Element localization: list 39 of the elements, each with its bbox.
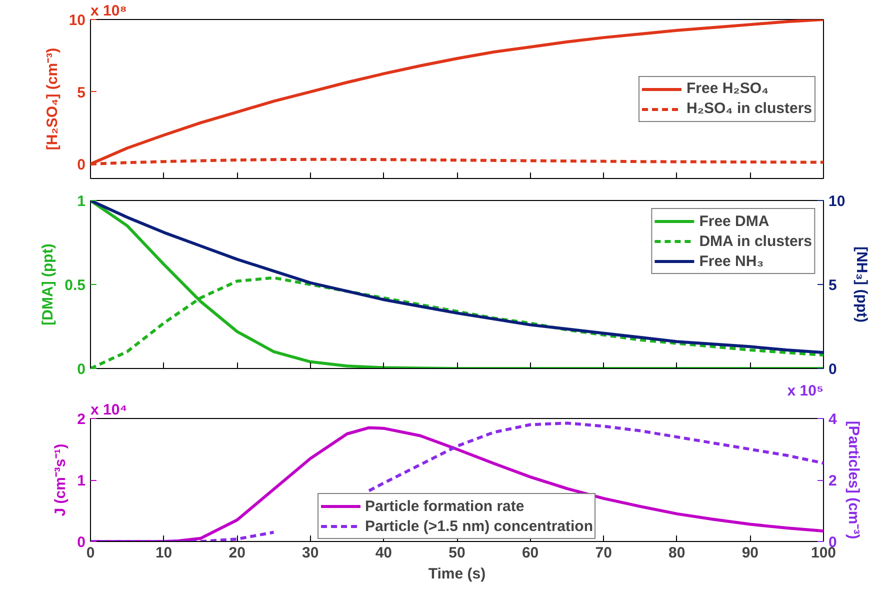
legend-label: H₂SO₄ in clusters [686,100,812,117]
y-axis-title: [H₂SO₄] (cm⁻³) [44,48,61,150]
x-tick-label: 70 [595,544,612,562]
x-tick-label: 60 [522,544,539,562]
y2-tick-label: 0 [828,361,837,378]
y-tick-label: 5 [77,84,86,102]
y-axis-title: [DMA] (ppt) [40,244,57,326]
y-tick-label: 10 [68,12,86,29]
y2-axis-title: [Particles] (cm⁻³) [844,420,862,540]
legend-label: Free NH₃ [699,252,764,270]
y2-tick-label: 10 [828,193,846,210]
x-tick-label: 20 [228,544,246,562]
y2-axis-title: [NH₃] (ppt) [853,246,870,323]
y2-tick-label: 2 [828,472,837,490]
legend-label: Particle (>1.5 nm) concentration [365,518,593,534]
y-tick-label: 0 [77,361,86,378]
y2-tick-label: 4 [828,411,838,428]
legend-label: Free H₂SO₄ [686,80,769,97]
y-tick-label: 0 [77,534,86,551]
y-tick-label: 2 [77,411,86,428]
y-axis-title: J (cm⁻³s⁻¹) [52,444,70,516]
x-tick-label: 50 [448,544,466,562]
legend-label: DMA in clusters [699,232,812,250]
legend-label: Free DMA [699,212,770,230]
y2-tick-label: 5 [828,277,837,294]
text: x 10⁴ [90,402,128,418]
legend-label: Particle formation rate [365,498,524,514]
x-tick-label: 30 [302,544,319,562]
y-tick-label: 0.5 [64,277,86,294]
x-tick-label: 10 [155,544,172,562]
x-axis-title: Time (s) [428,566,486,582]
y-tick-label: 1 [77,472,86,490]
text: x 10⁵ [787,382,824,400]
x-tick-label: 90 [742,544,759,562]
annotation: x 10⁸ [90,2,127,20]
y-tick-label: 0 [77,156,86,174]
y-tick-label: 1 [77,193,86,210]
x-tick-label: 40 [375,544,392,562]
x-tick-label: 80 [668,544,686,562]
